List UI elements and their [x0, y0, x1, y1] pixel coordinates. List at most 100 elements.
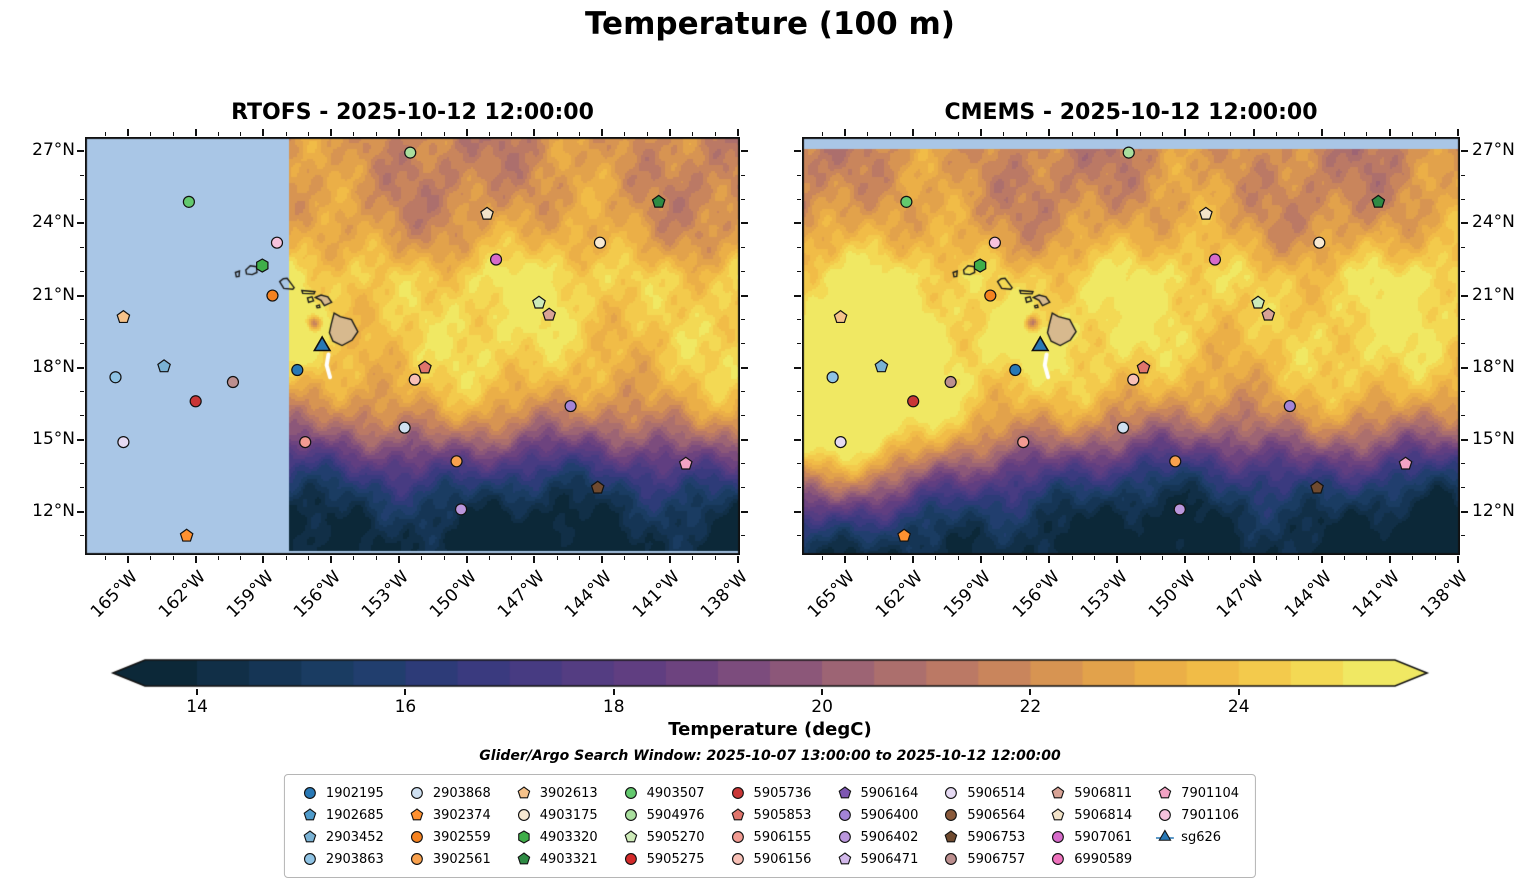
lat-tick — [80, 343, 84, 345]
lon-tick — [1252, 556, 1255, 563]
legend-label: 5906402 — [860, 829, 919, 845]
legend-label: 5907061 — [1074, 829, 1133, 845]
lat-tick — [77, 366, 84, 369]
lon-tick — [1366, 556, 1368, 560]
search-window-subtitle: Glider/Argo Search Window: 2025-10-07 13… — [479, 748, 1061, 764]
lat-tick — [741, 463, 745, 465]
lon-tick — [736, 556, 739, 563]
legend-label: 4903320 — [539, 829, 598, 845]
pentagon-marker-icon — [303, 830, 317, 843]
lat-tick — [797, 535, 801, 537]
lat-tick — [1461, 319, 1465, 321]
lon-tick — [308, 132, 310, 136]
pentagon-marker-icon — [410, 808, 424, 821]
lat-tick — [741, 319, 745, 321]
lat-tick — [794, 438, 801, 441]
lon-tick — [646, 132, 648, 136]
colorbar-canvas — [105, 658, 1435, 688]
lon-tick — [1411, 556, 1413, 560]
lon-tick — [126, 556, 129, 563]
lon-tick — [714, 556, 716, 560]
circle-marker-icon — [945, 787, 958, 799]
pentagon-marker-icon — [838, 786, 851, 799]
legend-label: 3902613 — [539, 785, 598, 801]
pentagon-marker-icon — [1051, 808, 1065, 821]
circle-marker-icon — [1052, 853, 1065, 865]
lon-tick — [1071, 556, 1073, 560]
lon-tick — [240, 132, 242, 136]
circle-marker-icon — [1052, 831, 1065, 843]
cmems-map-canvas — [802, 137, 1460, 555]
lon-tick — [375, 556, 377, 560]
lon-tick — [1388, 556, 1391, 563]
legend-entry-7901106: 7901106 — [1156, 804, 1239, 826]
lon-tick-label: 153°W — [1076, 567, 1132, 622]
colorbar-tick-label: 16 — [394, 697, 417, 717]
lon-tick — [624, 556, 626, 560]
lat-tick — [1461, 391, 1465, 393]
lon-tick — [488, 556, 490, 560]
legend-entry-5906156: 5906156 — [729, 848, 811, 870]
lon-tick — [397, 129, 400, 136]
lon-tick-label: 138°W — [696, 567, 752, 622]
lon-tick — [1162, 132, 1164, 136]
lon-tick — [1139, 556, 1141, 560]
lat-tick — [1461, 343, 1465, 345]
lon-tick — [1116, 556, 1119, 563]
lon-tick — [1320, 556, 1323, 563]
lon-tick — [556, 132, 558, 136]
lon-tick — [1139, 132, 1141, 136]
pentagon-marker-icon — [624, 830, 637, 843]
lat-tick — [1461, 271, 1465, 273]
legend-entry-5905275: 5905275 — [622, 848, 705, 870]
legend-label: 2903863 — [325, 851, 384, 867]
lat-tick — [741, 174, 745, 176]
lon-tick-label: 147°W — [1212, 567, 1268, 622]
lon-tick — [1275, 132, 1277, 136]
lat-tick-label: 15°N — [32, 428, 75, 449]
legend-entry-5906757: 5906757 — [942, 848, 1025, 870]
legend-label: 5905275 — [646, 851, 705, 867]
lon-tick — [150, 556, 151, 560]
lon-tick — [692, 556, 694, 560]
lon-tick — [1207, 556, 1209, 560]
lon-tick — [736, 129, 739, 136]
lon-tick-label: 159°W — [940, 567, 996, 622]
lon-tick — [601, 556, 604, 563]
lon-tick — [980, 556, 983, 563]
lon-tick — [714, 132, 716, 136]
lon-tick — [867, 132, 869, 136]
lat-tick — [741, 150, 748, 153]
legend-entry-5906753: 5906753 — [942, 826, 1025, 848]
colorbar-tick — [196, 689, 199, 695]
lat-tick — [80, 415, 84, 417]
lon-tick — [511, 132, 513, 136]
lat-tick-label: 18°N — [32, 356, 75, 377]
lat-tick — [797, 343, 801, 345]
lon-tick — [443, 132, 445, 136]
lon-tick — [1184, 556, 1187, 563]
lat-tick — [741, 222, 748, 225]
lon-tick — [488, 132, 490, 136]
legend-entry-5906814: 5906814 — [1049, 804, 1132, 826]
lon-tick — [1230, 132, 1232, 136]
circle-marker-icon — [731, 787, 744, 799]
legend-entry-6990589: 6990589 — [1049, 848, 1132, 870]
lon-tick — [579, 132, 581, 136]
legend-entry-5906155: 5906155 — [729, 826, 811, 848]
lon-tick — [958, 132, 960, 136]
lon-tick — [465, 129, 468, 136]
legend-entry-3902374: 3902374 — [408, 804, 491, 826]
lon-tick — [1048, 129, 1051, 136]
legend-label: sg626 — [1181, 829, 1222, 845]
lon-tick — [194, 129, 197, 136]
circle-marker-icon — [410, 853, 423, 865]
circle-marker-icon — [624, 787, 637, 799]
lon-tick-label: 150°W — [425, 567, 481, 622]
lon-tick — [624, 132, 626, 136]
lat-tick — [797, 271, 801, 273]
lon-tick — [935, 556, 937, 560]
pentagon-marker-icon — [731, 808, 744, 821]
legend-label: 3902559 — [432, 829, 491, 845]
legend-entry-5905736: 5905736 — [729, 782, 811, 804]
